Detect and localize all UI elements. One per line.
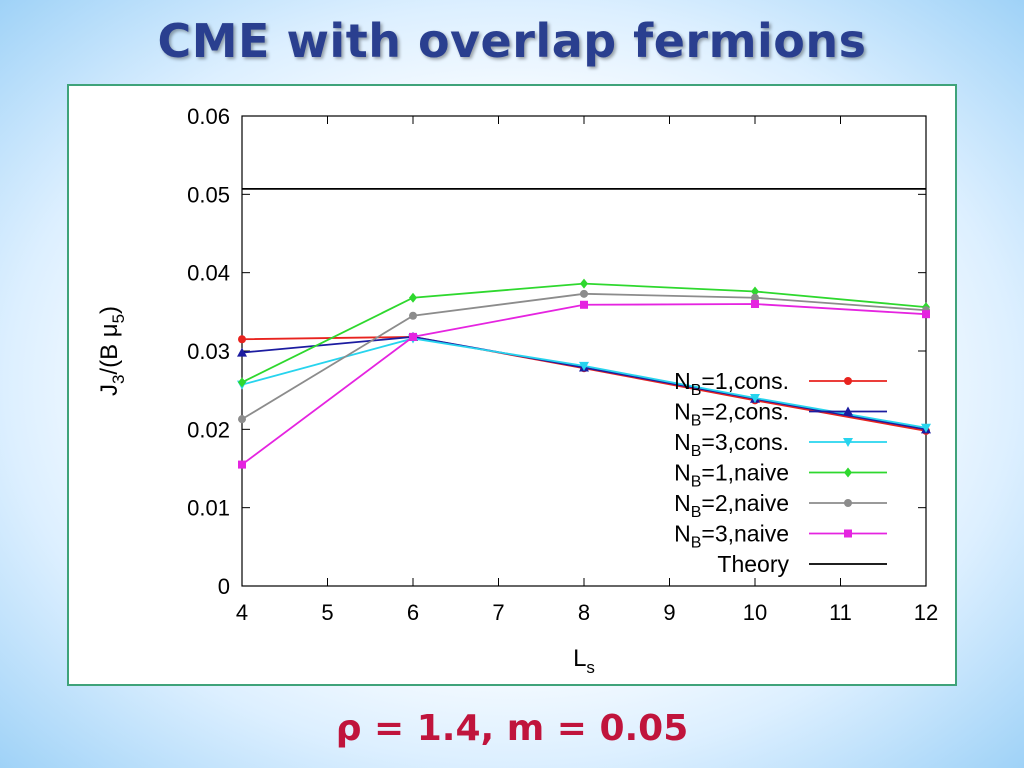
series-line-3 xyxy=(241,337,927,429)
data-point-6 xyxy=(409,332,417,341)
legend-marker-1 xyxy=(844,377,852,385)
x-axis-label: Ls xyxy=(573,645,595,677)
y-tick-label: 0 xyxy=(218,574,230,599)
y-tick-label: 0.04 xyxy=(187,261,230,286)
y-tick-label: 0.01 xyxy=(187,496,230,521)
legend-marker-2 xyxy=(843,406,853,416)
y-tick-label: 0.06 xyxy=(187,104,230,129)
data-point-4 xyxy=(409,292,417,303)
series-line-1 xyxy=(241,335,927,432)
data-point-6 xyxy=(580,300,588,309)
data-point-5 xyxy=(409,311,417,320)
x-tick-label: 12 xyxy=(914,600,938,625)
series-line-6 xyxy=(241,303,927,466)
slide-subtitle: ρ = 1.4, m = 0.05 xyxy=(335,708,689,749)
legend-marker-6 xyxy=(844,529,852,538)
legend-label-4: NB=1,naive xyxy=(674,460,789,491)
plot-border xyxy=(241,115,927,587)
legend-label-2: NB=2,cons. xyxy=(674,399,789,430)
legend-label-3: NB=3,cons. xyxy=(674,429,789,460)
x-tick-label: 7 xyxy=(492,600,504,625)
data-point-4 xyxy=(580,278,588,289)
legend-marker-4 xyxy=(844,467,852,478)
chart-frame: 0 0.01 0.02 0.03 0.04 0.05 0.06 4 5 6 7 8 9 10 11 12 Ls J… xyxy=(67,84,957,686)
legend: NB=1,cons.NB=2,cons.NB=3,cons.NB=1,naive… xyxy=(674,368,887,577)
y-axis-label: J3/(B μ5) xyxy=(96,306,128,396)
y-tick-label: 0.03 xyxy=(187,339,230,364)
data-point-6 xyxy=(751,300,759,308)
x-tick-label: 8 xyxy=(578,600,590,625)
legend-label-6: NB=3,naive xyxy=(674,521,789,552)
y-tick-label: 0.05 xyxy=(187,182,230,207)
legend-marker-3 xyxy=(843,438,853,447)
series-line-5 xyxy=(241,292,927,420)
legend-label-7: Theory xyxy=(717,551,789,577)
legend-marker-5 xyxy=(844,499,852,507)
data-point-3 xyxy=(921,423,931,433)
x-tick-label: 11 xyxy=(829,600,852,625)
legend-label-1: NB=1,cons. xyxy=(674,368,789,399)
data-point-4 xyxy=(751,286,759,297)
data-point-5 xyxy=(751,293,759,302)
x-tick-label: 10 xyxy=(743,600,767,625)
data-point-6 xyxy=(922,310,930,319)
legend-label-5: NB=2,naive xyxy=(674,490,789,521)
data-point-2 xyxy=(237,347,247,357)
x-tick-label: 9 xyxy=(663,600,675,625)
data-point-3 xyxy=(579,361,589,371)
data-point-4 xyxy=(238,377,246,388)
data-point-6 xyxy=(238,460,246,469)
line-chart: 0 0.01 0.02 0.03 0.04 0.05 0.06 4 5 6 7 8 9 10 11 12 Ls J… xyxy=(96,104,938,677)
axis-labels: 0 0.01 0.02 0.03 0.04 0.05 0.06 4 5 6 7 8 9 10 11 12 Ls J… xyxy=(96,104,938,677)
plot-area xyxy=(237,115,931,587)
x-tick-label: 6 xyxy=(407,600,419,625)
x-tick-label: 5 xyxy=(321,600,333,625)
slide-title: CME with overlap fermions xyxy=(157,14,867,68)
x-tick-label: 4 xyxy=(236,600,248,625)
data-point-5 xyxy=(238,415,246,424)
y-tick-label: 0.02 xyxy=(187,417,230,442)
data-point-3 xyxy=(750,394,760,403)
data-point-5 xyxy=(580,289,588,298)
data-point-1 xyxy=(238,335,246,344)
series-line-2 xyxy=(241,335,927,431)
